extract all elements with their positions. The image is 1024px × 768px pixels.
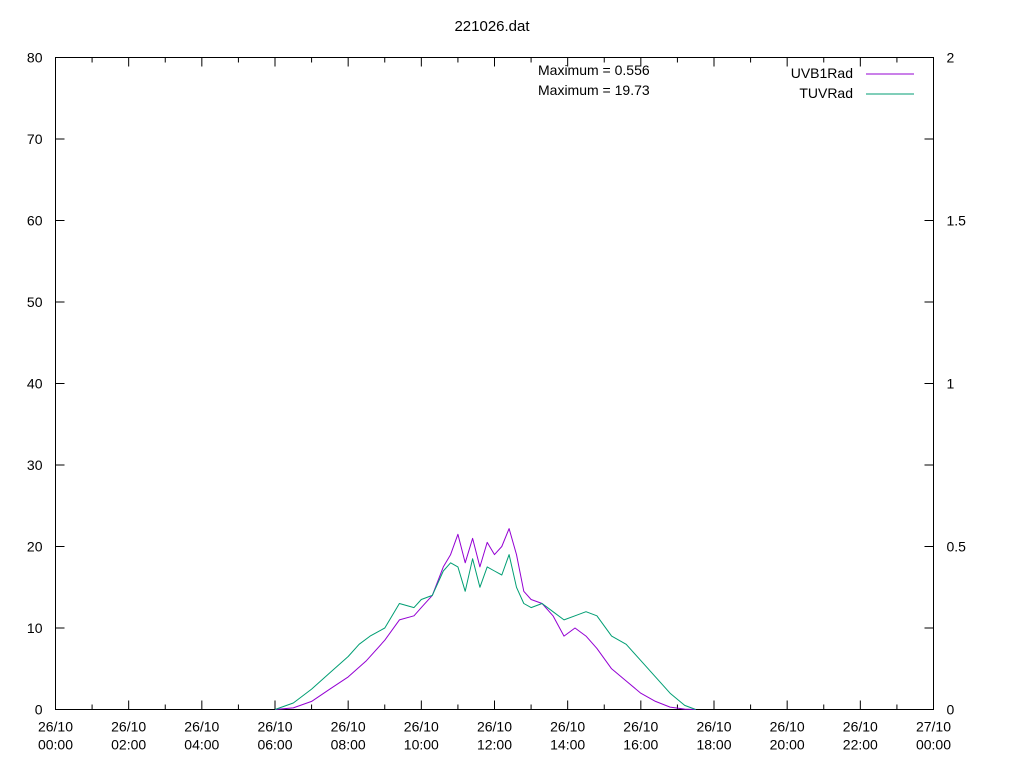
y-left-tick-label: 30 — [27, 457, 43, 473]
x-tick-label: 26/10 14:00 — [550, 719, 585, 753]
y-left-tick-label: 0 — [35, 702, 43, 718]
x-tick-label: 26/10 18:00 — [696, 719, 731, 753]
legend-label: TUVRad — [799, 85, 853, 101]
x-tick-label: 26/10 20:00 — [770, 719, 805, 753]
x-tick-label: 26/10 06:00 — [257, 719, 292, 753]
x-tick-label: 26/10 12:00 — [477, 719, 512, 753]
y-right-tick-label: 0.5 — [947, 539, 967, 555]
x-tick-label: 26/10 02:00 — [111, 719, 146, 753]
y-right-tick-label: 1 — [947, 376, 955, 392]
x-tick-label: 26/10 00:00 — [38, 719, 73, 753]
y-left-tick-label: 20 — [27, 539, 43, 555]
x-tick-label: 26/10 08:00 — [331, 719, 366, 753]
x-tick-label: 26/10 16:00 — [623, 719, 658, 753]
y-left-tick-label: 10 — [27, 620, 43, 636]
legend: UVB1Rad TUVRad — [791, 65, 914, 101]
series-layer — [274, 528, 696, 710]
plot-frame — [55, 57, 934, 710]
y-left-tick-label: 60 — [27, 213, 43, 229]
y-right-tick-label: 2 — [947, 50, 955, 66]
y-left-tick-label: 50 — [27, 294, 43, 310]
x-tick-label: 26/10 10:00 — [404, 719, 439, 753]
y-left-tick-label: 80 — [27, 50, 43, 66]
chart-title: 221026.dat — [454, 18, 530, 35]
annotation-max-uvb: Maximum = 0.556 — [538, 62, 650, 78]
series-line-uvb1rad — [274, 528, 696, 710]
y-left-tick-label: 70 — [27, 131, 43, 147]
legend-label: UVB1Rad — [791, 65, 853, 81]
x-tick-label: 26/10 22:00 — [843, 719, 878, 753]
series-line-tuvrad — [274, 554, 696, 710]
y-right-tick-label: 1.5 — [947, 213, 967, 229]
y-left-tick-label: 40 — [27, 376, 43, 392]
annotation-max-tuv: Maximum = 19.73 — [538, 82, 650, 98]
x-tick-label: 26/10 04:00 — [184, 719, 219, 753]
x-tick-label: 27/10 00:00 — [916, 719, 951, 753]
y-right-tick-label: 0 — [947, 702, 955, 718]
axis-ticks: 0 10 20 30 40 50 60 70 80 0 0.5 1 1.5 2 26/10 00:00 26/1… — [27, 50, 966, 753]
